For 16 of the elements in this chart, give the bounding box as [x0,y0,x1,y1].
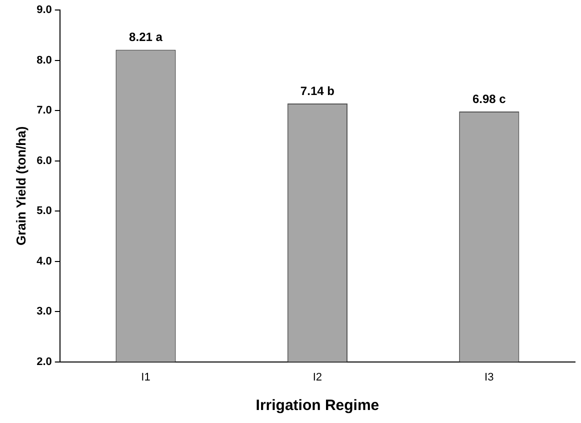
y-tick-label: 6.0 [36,154,52,167]
y-tick-label: 5.0 [36,205,52,218]
x-tick-label: I3 [484,371,494,384]
data-label: 7.14 b [300,84,334,98]
y-tick-label: 7.0 [36,104,52,117]
x-tick-label: I2 [312,371,322,384]
data-label: 8.21 a [129,30,163,44]
y-tick-label: 4.0 [36,255,52,268]
y-tick-label: 3.0 [36,306,52,318]
x-axis-title: Irrigation Regime [256,397,380,414]
y-axis-title: Grain Yield (ton/ha) [13,126,28,246]
x-tick-label: I1 [141,371,150,384]
y-tick-label: 8.0 [36,54,52,66]
y-tick-label: 9.0 [36,4,52,16]
y-tick-label: 2.0 [36,356,52,368]
data-label: 6.98 c [472,92,506,106]
